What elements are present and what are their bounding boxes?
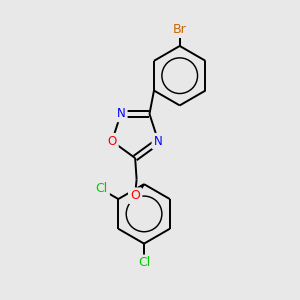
Text: N: N [153,135,163,148]
Text: N: N [154,135,163,148]
Text: O: O [130,189,140,202]
Text: O: O [107,135,117,148]
Text: N: N [116,107,126,120]
Text: Cl: Cl [137,256,151,269]
Text: Br: Br [172,23,188,36]
Text: Cl: Cl [138,256,150,269]
Text: Br: Br [173,23,187,36]
Text: Cl: Cl [95,182,108,195]
Text: O: O [130,189,140,202]
Text: N: N [116,107,125,120]
Text: O: O [107,135,117,148]
Text: Cl: Cl [95,182,107,195]
